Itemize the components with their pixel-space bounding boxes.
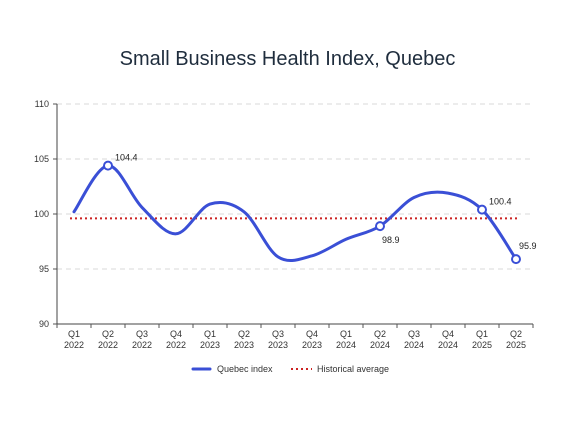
x-tick-label: 2023 — [234, 340, 254, 350]
legend-label-quebec-index: Quebec index — [217, 364, 273, 374]
x-tick-label: Q1 — [204, 329, 216, 339]
data-label: 100.4 — [489, 197, 512, 207]
x-tick-label: 2023 — [268, 340, 288, 350]
x-tick-label: 2023 — [302, 340, 322, 350]
x-tick-label: 2024 — [370, 340, 390, 350]
x-tick-label: Q3 — [136, 329, 148, 339]
x-tick-label: Q2 — [238, 329, 250, 339]
x-tick-label: 2024 — [438, 340, 458, 350]
x-tick-label: Q4 — [170, 329, 182, 339]
x-tick-label: Q3 — [408, 329, 420, 339]
data-point-marker — [477, 204, 487, 215]
legend-label-historical-average: Historical average — [317, 364, 389, 374]
series-line-quebec-index — [72, 164, 518, 263]
x-tick-label: 2024 — [336, 340, 356, 350]
x-tick-label: 2025 — [472, 340, 492, 350]
data-label: 104.4 — [115, 153, 138, 163]
x-tick-label: 2025 — [506, 340, 526, 350]
x-tick-label: 2022 — [132, 340, 152, 350]
data-point-marker — [511, 254, 521, 265]
y-tick-label: 105 — [34, 154, 49, 164]
data-point-marker — [375, 221, 385, 232]
x-tick-label: Q4 — [442, 329, 454, 339]
x-tick-label: Q3 — [272, 329, 284, 339]
y-tick-label: 110 — [35, 99, 49, 109]
x-tick-label: 2022 — [166, 340, 186, 350]
x-tick-label: Q2 — [510, 329, 522, 339]
x-tick-label: 2024 — [404, 340, 424, 350]
y-tick-label: 90 — [39, 319, 49, 329]
x-tick-label: Q1 — [476, 329, 488, 339]
y-tick-label: 95 — [39, 264, 49, 274]
y-tick-label: 100 — [34, 209, 49, 219]
x-tick-label: Q4 — [306, 329, 318, 339]
x-tick-label: 2023 — [200, 340, 220, 350]
chart-title: Small Business Health Index, Quebec — [119, 48, 456, 70]
data-label: 98.9 — [382, 235, 400, 245]
x-tick-label: Q2 — [374, 329, 386, 339]
x-tick-label: 2022 — [98, 340, 118, 350]
data-point-marker — [103, 160, 113, 171]
x-tick-label: Q1 — [340, 329, 352, 339]
x-tick-label: Q2 — [102, 329, 114, 339]
data-label: 95.9 — [519, 241, 537, 251]
x-tick-label: 2022 — [64, 340, 84, 350]
x-tick-label: Q1 — [68, 329, 80, 339]
